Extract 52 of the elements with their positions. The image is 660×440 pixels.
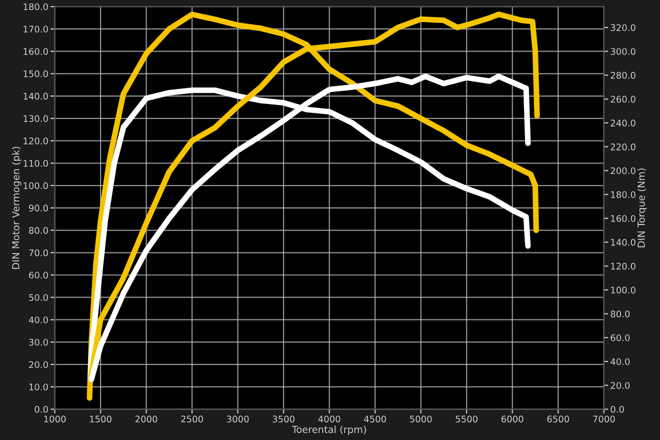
y-tick-label: 90.0: [29, 204, 48, 212]
y-tick-label: 0.0: [34, 406, 48, 413]
x-tick-label: 3000: [227, 416, 249, 422]
y2-tick-label: 160.0: [611, 215, 636, 222]
x-tick-label: 7000: [593, 416, 615, 422]
y-tick-label: 120.0: [24, 138, 48, 144]
y-tick-label: 140.0: [24, 92, 48, 100]
x-tick-label: 6500: [547, 416, 570, 422]
x-tick-label: 2500: [181, 416, 203, 422]
y2-tick-label: 0.0: [610, 406, 624, 413]
y2-tick-label: 200.0: [610, 167, 636, 174]
x-tick-label: 5500: [456, 416, 478, 422]
y-tick-label: 60.0: [29, 272, 48, 279]
y-tick-label: 30.0: [29, 338, 48, 346]
y-tick-label: 50.0: [29, 294, 48, 301]
y-tick-label: 80.0: [29, 226, 48, 234]
y-tick-label: 130.0: [24, 115, 48, 122]
y-tick-label: 20.0: [29, 361, 48, 368]
y2-axis-title: DIN Torque (Nm): [637, 168, 647, 248]
y2-tick-label: 300.0: [610, 48, 636, 55]
y-tick-label: 180.0: [24, 3, 48, 10]
y-tick-label: 170.0: [24, 26, 48, 33]
y-tick-label: 70.0: [29, 249, 48, 256]
x-tick-label: 1500: [90, 416, 112, 422]
y2-tick-label: 260.0: [610, 96, 636, 103]
y2-tick-label: 20.0: [610, 382, 630, 389]
x-tick-label: 4000: [318, 416, 340, 422]
x-tick-label: 6000: [502, 416, 524, 422]
y2-tick-label: 60.0: [610, 334, 630, 342]
y-tick-label: 150.0: [24, 70, 48, 78]
y2-tick-label: 220.0: [610, 143, 636, 150]
y-tick-label: 100.0: [24, 182, 48, 190]
y2-tick-label: 40.0: [610, 358, 630, 366]
x-tick-label: 2000: [135, 416, 158, 422]
y-tick-label: 40.0: [28, 316, 48, 324]
y-tick-label: 10.0: [29, 384, 48, 390]
y-tick-label: 110.0: [24, 160, 48, 167]
x-tick-label: 4500: [364, 416, 386, 422]
x-tick-label: 1000: [44, 416, 66, 422]
x-axis-title: Toerental (rpm): [292, 426, 366, 435]
x-tick-label: 3500: [272, 416, 294, 422]
y2-tick-label: 140.0: [611, 238, 636, 246]
y2-tick-label: 180.0: [611, 191, 636, 198]
x-tick-label: 5000: [410, 416, 432, 422]
y2-tick-label: 240.0: [610, 120, 636, 126]
y-axis-title: DIN Motor Vermogen (pk): [12, 146, 22, 269]
y2-tick-label: 280.0: [610, 72, 636, 79]
y2-tick-label: 120.0: [611, 262, 636, 270]
y2-tick-label: 100.0: [611, 286, 636, 294]
y2-tick-label: 80.0: [610, 310, 630, 318]
y-tick-label: 160.0: [24, 48, 48, 55]
y2-tick-label: 320.0: [610, 24, 636, 32]
